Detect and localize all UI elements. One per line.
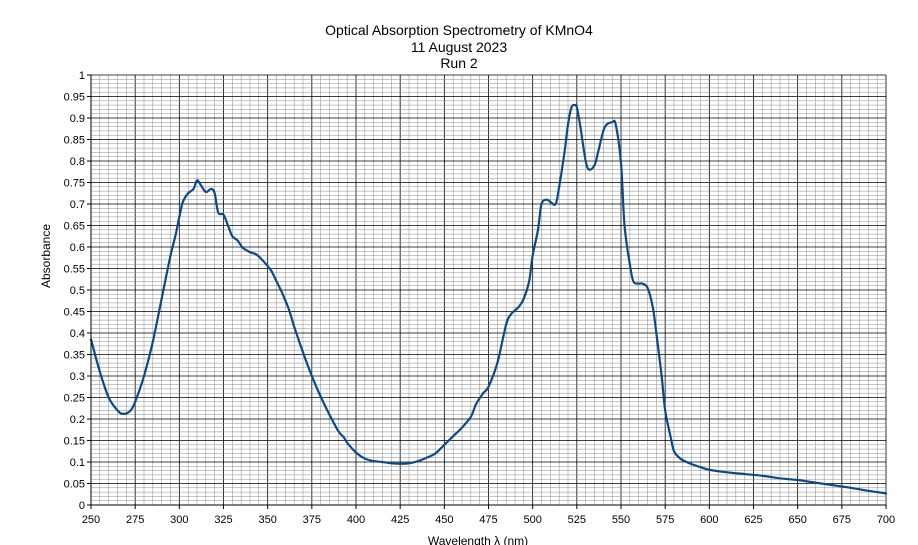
y-tick-label: 0.7 [70,199,85,211]
y-tick-label: 0.4 [70,328,85,340]
series-layer [89,103,888,495]
y-tick-label: 0.05 [64,479,85,491]
absorbance-series-line [89,103,888,495]
x-tick-label: 375 [303,514,321,526]
y-tick-label: 0.35 [64,350,85,362]
x-tick-label: 575 [656,514,674,526]
x-axis-ticks: 250 275 300 325 350 375 400 425 450 475 500 525 550 5… [82,505,895,526]
x-tick-label: 400 [347,514,365,526]
x-tick-label: 325 [214,514,232,526]
y-tick-label: 0.9 [70,113,85,125]
x-tick-label: 500 [523,514,541,526]
y-tick-label: 0.3 [70,371,85,383]
x-tick-label: 425 [391,514,409,526]
y-tick-label: 0.25 [64,393,85,405]
x-tick-label: 650 [788,514,806,526]
x-tick-label: 700 [877,514,895,526]
y-tick-label: 0.5 [70,285,85,297]
chart-title-line-2: 11 August 2023 [411,39,507,55]
y-axis-ticks: 0 0.05 0.1 0.15 0.2 0.25 0.3 0.35 0.4 0.45 0.5 0.55… [64,70,91,512]
y-tick-label: 0.6 [70,242,85,254]
y-tick-label: 0 [79,500,85,512]
y-axis-title: Absorbance [39,224,53,288]
y-tick-label: 0.2 [70,414,85,426]
y-tick-label: 0.55 [64,264,85,276]
y-tick-label: 0.45 [64,307,85,319]
x-tick-label: 350 [258,514,276,526]
x-tick-label: 625 [744,514,762,526]
x-tick-label: 525 [568,514,586,526]
x-tick-label: 550 [612,514,630,526]
x-tick-label: 600 [700,514,718,526]
chart-title-line-3: Run 2 [440,55,478,71]
x-tick-label: 475 [479,514,497,526]
y-tick-label: 0.95 [64,92,85,104]
x-tick-label: 675 [833,514,851,526]
chart-title-line-1: Optical Absorption Spectrometry of KMnO4 [325,22,593,38]
plot-grid [90,74,887,506]
x-tick-label: 250 [82,514,100,526]
y-tick-label: 0.85 [64,135,85,147]
y-tick-label: 0.1 [70,457,85,469]
x-tick-label: 300 [170,514,188,526]
x-tick-label: 450 [435,514,453,526]
y-tick-label: 1 [79,70,85,82]
x-tick-label: 275 [126,514,144,526]
x-axis-title: Wavelength λ (nm) [428,534,528,545]
y-tick-label: 0.75 [64,178,85,190]
y-tick-label: 0.8 [70,156,85,168]
y-tick-label: 0.65 [64,221,85,233]
y-tick-label: 0.15 [64,436,85,448]
